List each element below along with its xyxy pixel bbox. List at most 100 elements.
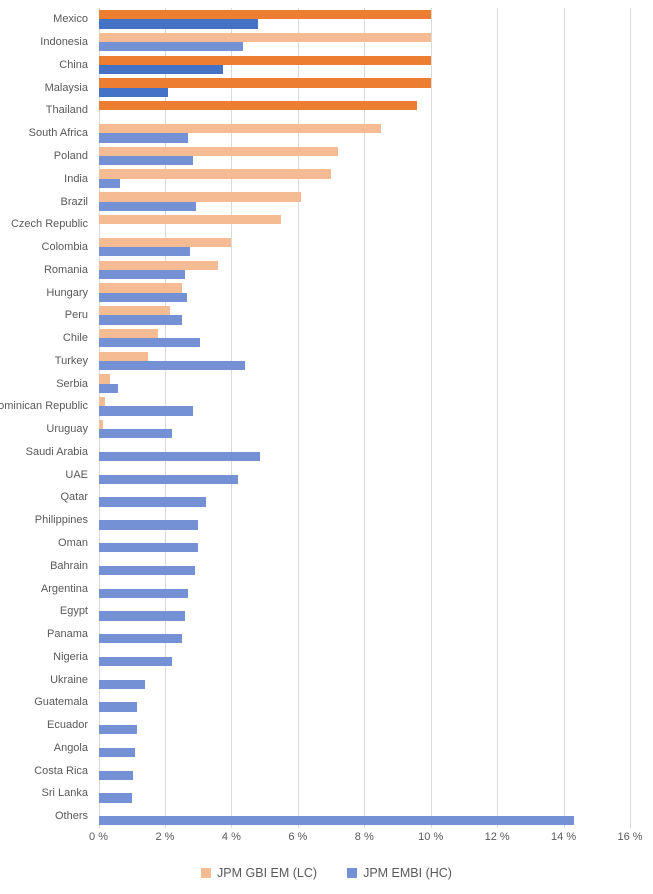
gbi-bar-slot xyxy=(0,693,653,702)
embi-bar xyxy=(98,451,260,462)
embi-bar-slot xyxy=(0,474,653,484)
legend-label-gbi: JPM GBI EM (LC) xyxy=(217,866,318,880)
x-tick-label: 2 % xyxy=(155,831,175,843)
gridline-14pct xyxy=(563,8,565,828)
embi-bar-slot xyxy=(0,520,653,530)
embi-bar xyxy=(98,87,169,97)
legend-item-embi: JPM EMBI (HC) xyxy=(347,866,452,880)
category-label: Mexico xyxy=(53,13,88,26)
category-label: Panama xyxy=(47,628,88,641)
embi-bar xyxy=(98,338,200,348)
category-label: UAE xyxy=(65,468,88,481)
gbi-bar-slot xyxy=(0,716,653,725)
gbi-bar-slot xyxy=(0,283,653,293)
embi-bar xyxy=(98,520,199,530)
gridline-6pct xyxy=(297,8,299,828)
embi-bar-slot xyxy=(0,451,653,462)
category-row: Panama xyxy=(0,623,653,646)
gbi-bar-slot xyxy=(0,214,653,225)
embi-bar-slot xyxy=(0,565,653,576)
gbi-bar xyxy=(98,78,431,88)
embi-bar xyxy=(98,634,182,644)
legend: JPM GBI EM (LC) JPM EMBI (HC) xyxy=(0,866,653,880)
gbi-bar-slot xyxy=(0,10,653,20)
category-label: Czech Republic xyxy=(10,218,88,231)
embi-bar xyxy=(98,360,245,371)
category-row: Colombia xyxy=(0,236,653,259)
gbi-bar-slot xyxy=(0,169,653,179)
embi-bar xyxy=(98,497,207,507)
embi-bar xyxy=(98,383,119,393)
gridline-2pct xyxy=(164,8,166,828)
gbi-bar xyxy=(98,260,219,270)
gridline-4pct xyxy=(231,8,233,828)
x-tick-label: 12 % xyxy=(484,831,510,843)
gbi-bar xyxy=(98,10,431,20)
embi-bar-slot xyxy=(0,110,653,119)
category-label: Serbia xyxy=(56,377,88,390)
gbi-bar-slot xyxy=(0,739,653,748)
embi-bar-slot xyxy=(0,269,653,280)
category-row: Hungary xyxy=(0,281,653,304)
category-label: Thailand xyxy=(45,104,88,117)
gbi-bar-slot xyxy=(0,32,653,43)
gbi-bar-slot xyxy=(0,374,653,384)
gridline-16pct xyxy=(630,8,632,828)
category-row: Oman xyxy=(0,532,653,555)
category-label: Indonesia xyxy=(40,36,88,49)
embi-bar-slot xyxy=(0,178,653,189)
x-tick-label: 8 % xyxy=(354,831,374,843)
gbi-bar xyxy=(98,169,332,179)
category-row: Guatemala xyxy=(0,691,653,714)
category-row: South Africa xyxy=(0,122,653,145)
category-label: Oman xyxy=(58,536,88,549)
embi-bar-slot xyxy=(0,634,653,644)
category-label: Bahrain xyxy=(50,559,88,572)
gridline-0pct xyxy=(98,8,100,828)
gbi-bar-slot xyxy=(0,328,653,339)
category-row: Indonesia xyxy=(0,31,653,54)
gbi-bar xyxy=(98,55,431,65)
category-label: China xyxy=(59,58,88,71)
category-label: Philippines xyxy=(34,514,88,527)
category-label: Poland xyxy=(53,149,88,162)
category-label: Brazil xyxy=(60,195,88,208)
x-tick-label: 0 % xyxy=(89,831,108,843)
category-row: Philippines xyxy=(0,509,653,532)
gbi-bar-slot xyxy=(0,443,653,452)
embi-bar xyxy=(98,133,189,143)
gbi-bar-slot xyxy=(0,237,653,248)
embi-bar-slot xyxy=(0,360,653,371)
embi-bar xyxy=(98,178,121,189)
gridline-12pct xyxy=(497,8,499,828)
category-label: Colombia xyxy=(41,241,88,254)
embi-bar xyxy=(98,770,134,780)
embi-bar xyxy=(98,565,195,576)
embi-bar xyxy=(98,679,145,689)
gbi-bar-slot xyxy=(0,670,653,679)
category-row: Angola xyxy=(0,737,653,760)
embi-bar-slot xyxy=(0,224,653,233)
gbi-bar-slot xyxy=(0,648,653,657)
category-row: Costa Rica xyxy=(0,759,653,782)
gbi-bar xyxy=(98,306,170,316)
embi-bar xyxy=(98,19,258,29)
embi-bar xyxy=(98,42,243,52)
category-label: Others xyxy=(54,810,88,823)
category-row: Egypt xyxy=(0,600,653,623)
embi-bar-slot xyxy=(0,725,653,735)
category-row: Mexico xyxy=(0,8,653,31)
embi-bar-slot xyxy=(0,292,653,302)
embi-bar xyxy=(98,292,187,302)
embi-bar xyxy=(98,406,194,416)
gbi-bar-slot xyxy=(0,784,653,793)
embi-bar xyxy=(98,269,185,280)
category-label: Guatemala xyxy=(34,696,88,709)
gbi-bar xyxy=(98,374,111,384)
embi-bar xyxy=(98,793,132,803)
legend-label-embi: JPM EMBI (HC) xyxy=(363,866,452,880)
gbi-bar xyxy=(98,146,338,156)
category-label: Qatar xyxy=(60,491,88,504)
category-row: Qatar xyxy=(0,486,653,509)
embi-bar-slot xyxy=(0,497,653,507)
